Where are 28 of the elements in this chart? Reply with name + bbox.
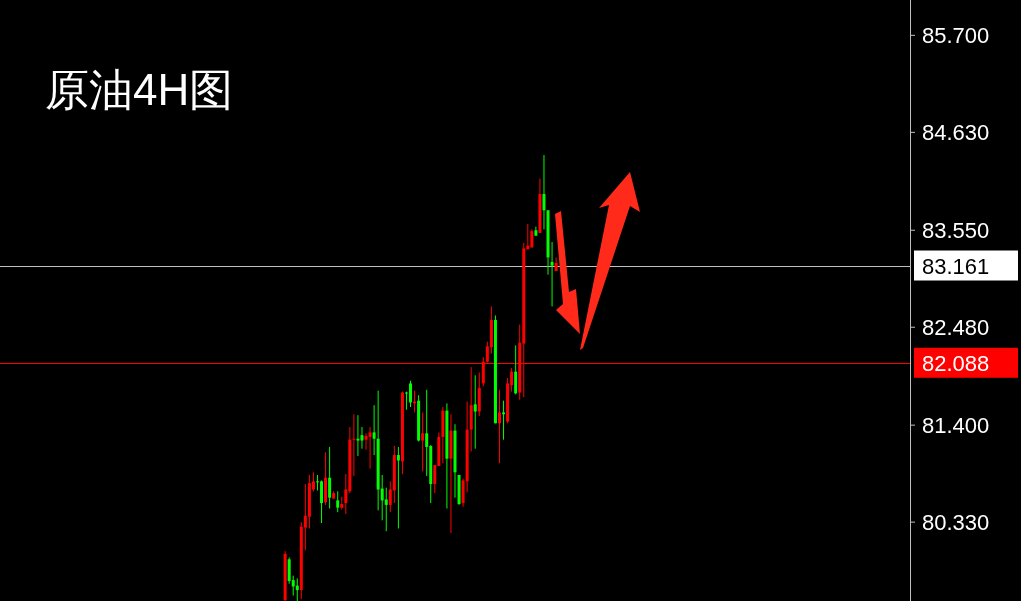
- y-tick-label: 84.630: [922, 120, 990, 146]
- text: 原油4H图: [45, 65, 234, 114]
- candlestick: [542, 154, 546, 230]
- candlestick: [336, 490, 340, 513]
- candlestick: [368, 426, 372, 470]
- y-tick-label: 81.400: [922, 413, 990, 439]
- candlestick: [497, 389, 501, 464]
- candlestick: [502, 400, 506, 441]
- candlestick: [473, 374, 477, 450]
- candlestick: [421, 411, 425, 472]
- candlestick: [396, 446, 400, 529]
- y-tick-label: 82.480: [922, 315, 990, 341]
- candlestick: [409, 380, 413, 408]
- candlestick: [328, 446, 332, 510]
- y-tick-label: 80.330: [922, 510, 990, 536]
- candlestick: [287, 556, 291, 585]
- candlestick: [352, 413, 356, 477]
- candlestick: [372, 404, 376, 456]
- candlestick: [388, 480, 392, 513]
- candlestick: [477, 372, 481, 417]
- ref-line-label: 82.088: [922, 350, 990, 376]
- candlestick: [384, 487, 388, 532]
- y-tick-label: 83.550: [922, 218, 990, 244]
- ref-line-label: 83.161: [922, 253, 990, 279]
- candlestick: [514, 344, 518, 395]
- y-tick-label: 85.700: [922, 23, 990, 49]
- candlestick: [356, 414, 360, 457]
- candlestick: [320, 479, 324, 524]
